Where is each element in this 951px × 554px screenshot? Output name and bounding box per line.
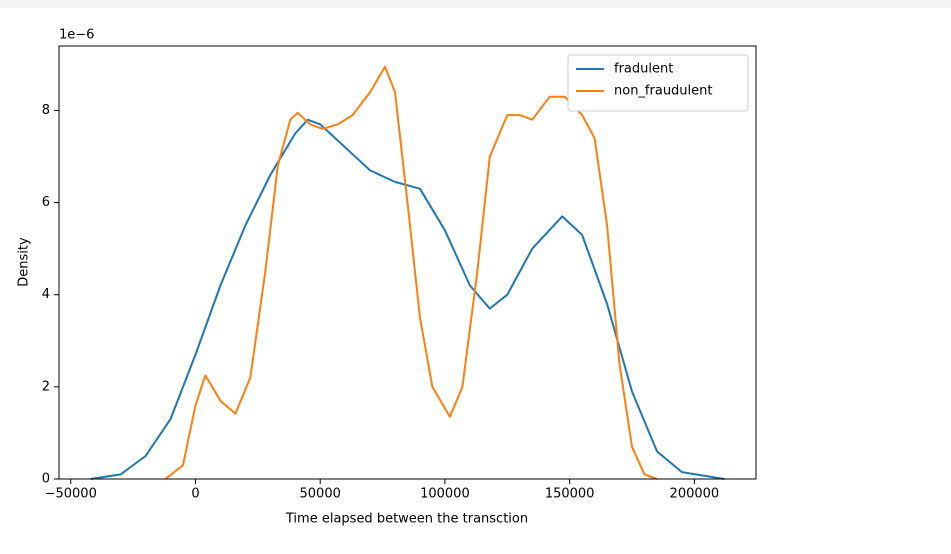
x-axis-label: Time elapsed between the transction bbox=[285, 512, 528, 527]
y-tick-label: 4 bbox=[42, 287, 50, 302]
x-tick-label: 200000 bbox=[670, 487, 720, 502]
x-tick-label: 0 bbox=[191, 487, 199, 502]
legend-box bbox=[567, 54, 749, 112]
x-tick-label: 100000 bbox=[420, 487, 470, 502]
legend-label: non_fraudulent bbox=[614, 84, 713, 99]
y-tick-label: 8 bbox=[42, 103, 50, 118]
legend-label: fradulent bbox=[614, 62, 673, 77]
top-band bbox=[0, 0, 951, 8]
y-tick-label: 2 bbox=[42, 379, 50, 394]
axes-frame bbox=[58, 45, 757, 480]
x-tick-label: 50000 bbox=[300, 487, 341, 502]
x-tick-label: 150000 bbox=[545, 487, 595, 502]
line-series bbox=[164, 65, 658, 480]
y-offset-label: 1e−6 bbox=[59, 28, 94, 43]
y-tick-label: 0 bbox=[42, 472, 50, 487]
x-tick-label: −50000 bbox=[45, 487, 97, 502]
line-series bbox=[90, 118, 725, 480]
y-tick-label: 6 bbox=[42, 195, 50, 210]
y-axis-label: Density bbox=[17, 237, 32, 287]
